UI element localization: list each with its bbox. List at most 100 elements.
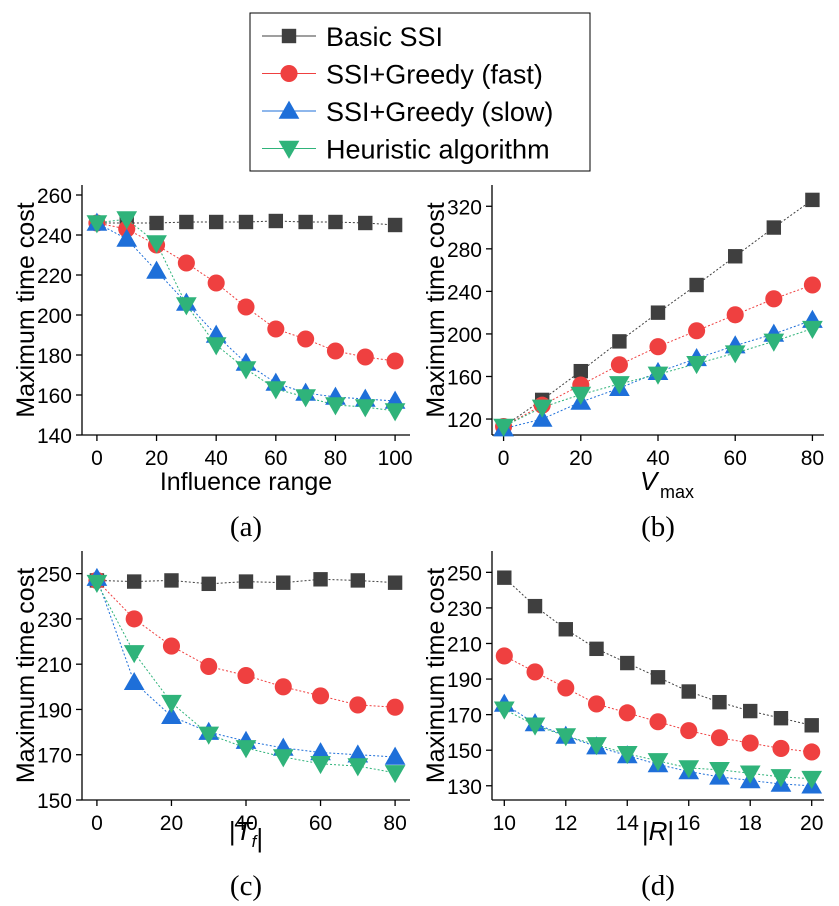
y-tick-label: 190 bbox=[447, 669, 482, 692]
series-line bbox=[504, 655, 812, 753]
data-point bbox=[146, 260, 167, 279]
x-tick-label: 20 bbox=[160, 812, 183, 835]
y-tick-label: 150 bbox=[37, 790, 72, 813]
data-point bbox=[295, 389, 316, 408]
data-point bbox=[207, 274, 225, 292]
series-triangle-down bbox=[493, 701, 823, 790]
x-axis-label: Influence range bbox=[160, 468, 332, 496]
x-tick-label: 80 bbox=[383, 812, 406, 835]
y-tick-label: 160 bbox=[37, 385, 72, 408]
y-tick-label: 200 bbox=[37, 305, 72, 328]
data-point bbox=[647, 753, 669, 772]
data-point bbox=[710, 729, 729, 747]
legend-marker bbox=[278, 140, 300, 159]
x-tick-label: 20 bbox=[569, 447, 592, 470]
y-tick-label: 120 bbox=[447, 409, 482, 432]
series-line bbox=[96, 222, 396, 362]
data-point bbox=[116, 211, 138, 230]
y-axis-label: Maximum time cost bbox=[422, 202, 450, 417]
data-point bbox=[772, 739, 790, 757]
data-point bbox=[650, 305, 666, 320]
data-point bbox=[616, 745, 638, 765]
data-point bbox=[526, 663, 544, 681]
x-tick-label: 18 bbox=[739, 812, 762, 835]
data-point bbox=[265, 381, 287, 400]
data-point bbox=[235, 361, 257, 380]
x-tick-label: 10 bbox=[493, 812, 516, 835]
data-point bbox=[347, 744, 369, 763]
y-tick-label: 150 bbox=[447, 740, 482, 763]
data-point bbox=[311, 687, 330, 705]
data-point bbox=[267, 320, 285, 338]
data-point bbox=[350, 573, 366, 588]
series-square bbox=[89, 572, 403, 592]
data-point bbox=[527, 598, 543, 614]
data-point bbox=[384, 765, 406, 784]
y-tick-label: 280 bbox=[447, 239, 482, 262]
data-point bbox=[680, 722, 698, 740]
data-point bbox=[123, 645, 145, 664]
x-tick-label: 60 bbox=[724, 447, 747, 470]
data-point bbox=[125, 610, 143, 628]
data-point bbox=[177, 254, 195, 272]
data-point bbox=[712, 694, 727, 710]
data-point bbox=[743, 703, 758, 719]
data-point bbox=[358, 215, 373, 231]
series-triangle-down bbox=[493, 320, 823, 437]
data-point bbox=[766, 220, 782, 235]
x-axis-label-subscript: max bbox=[660, 482, 694, 502]
y-tick-label: 200 bbox=[447, 324, 482, 347]
y-tick-label: 250 bbox=[447, 562, 482, 585]
x-tick-label: 100 bbox=[378, 447, 413, 470]
data-point bbox=[205, 337, 227, 356]
y-axis-label: Maximum time cost bbox=[12, 568, 40, 783]
x-tick-label: 40 bbox=[234, 812, 257, 835]
data-point bbox=[650, 670, 666, 685]
y-tick-label: 210 bbox=[37, 654, 72, 677]
data-point bbox=[570, 386, 592, 405]
series-line bbox=[504, 708, 812, 780]
legend: Basic SSI SSI+Greedy (fast) SSI+Greedy (sl… bbox=[249, 12, 591, 172]
y-tick-label: 320 bbox=[447, 196, 482, 219]
panel-caption: (c) bbox=[230, 870, 262, 902]
series-triangle-down bbox=[86, 574, 406, 784]
data-point bbox=[610, 356, 628, 374]
y-tick-label: 170 bbox=[37, 745, 72, 768]
data-point bbox=[328, 214, 343, 230]
y-tick-label: 190 bbox=[37, 699, 72, 722]
data-point bbox=[681, 684, 696, 699]
data-point bbox=[123, 671, 145, 691]
data-point bbox=[678, 760, 700, 779]
legend-marker bbox=[280, 64, 298, 83]
x-tick-label: 40 bbox=[205, 447, 228, 470]
x-tick-label: 14 bbox=[616, 812, 640, 835]
data-point bbox=[276, 575, 291, 590]
data-point bbox=[770, 769, 792, 788]
data-point bbox=[149, 215, 164, 231]
legend-marker bbox=[278, 100, 300, 119]
series-line bbox=[96, 577, 396, 758]
x-tick-label: 20 bbox=[800, 812, 823, 835]
data-point bbox=[620, 655, 635, 671]
data-point bbox=[803, 743, 821, 761]
y-tick-label: 250 bbox=[37, 564, 72, 587]
y-axis-label: Maximum time cost bbox=[422, 568, 450, 783]
legend-label: Basic SSI bbox=[326, 22, 443, 52]
x-axis-label: V bbox=[640, 466, 660, 496]
data-point bbox=[497, 570, 512, 585]
x-axis-label-part: R bbox=[649, 816, 668, 846]
data-point bbox=[587, 695, 606, 713]
panel-caption: (a) bbox=[230, 511, 262, 543]
y-tick-label: 210 bbox=[447, 633, 482, 656]
data-point bbox=[161, 694, 182, 714]
x-axis-label-part: T bbox=[236, 816, 254, 846]
data-point bbox=[649, 713, 667, 731]
x-tick-label: 20 bbox=[145, 447, 168, 470]
data-point bbox=[200, 657, 218, 675]
data-point bbox=[709, 762, 730, 781]
panel-caption: (b) bbox=[641, 511, 675, 543]
series-line bbox=[503, 328, 813, 427]
data-point bbox=[586, 737, 607, 756]
x-tick-label: 40 bbox=[646, 447, 669, 470]
